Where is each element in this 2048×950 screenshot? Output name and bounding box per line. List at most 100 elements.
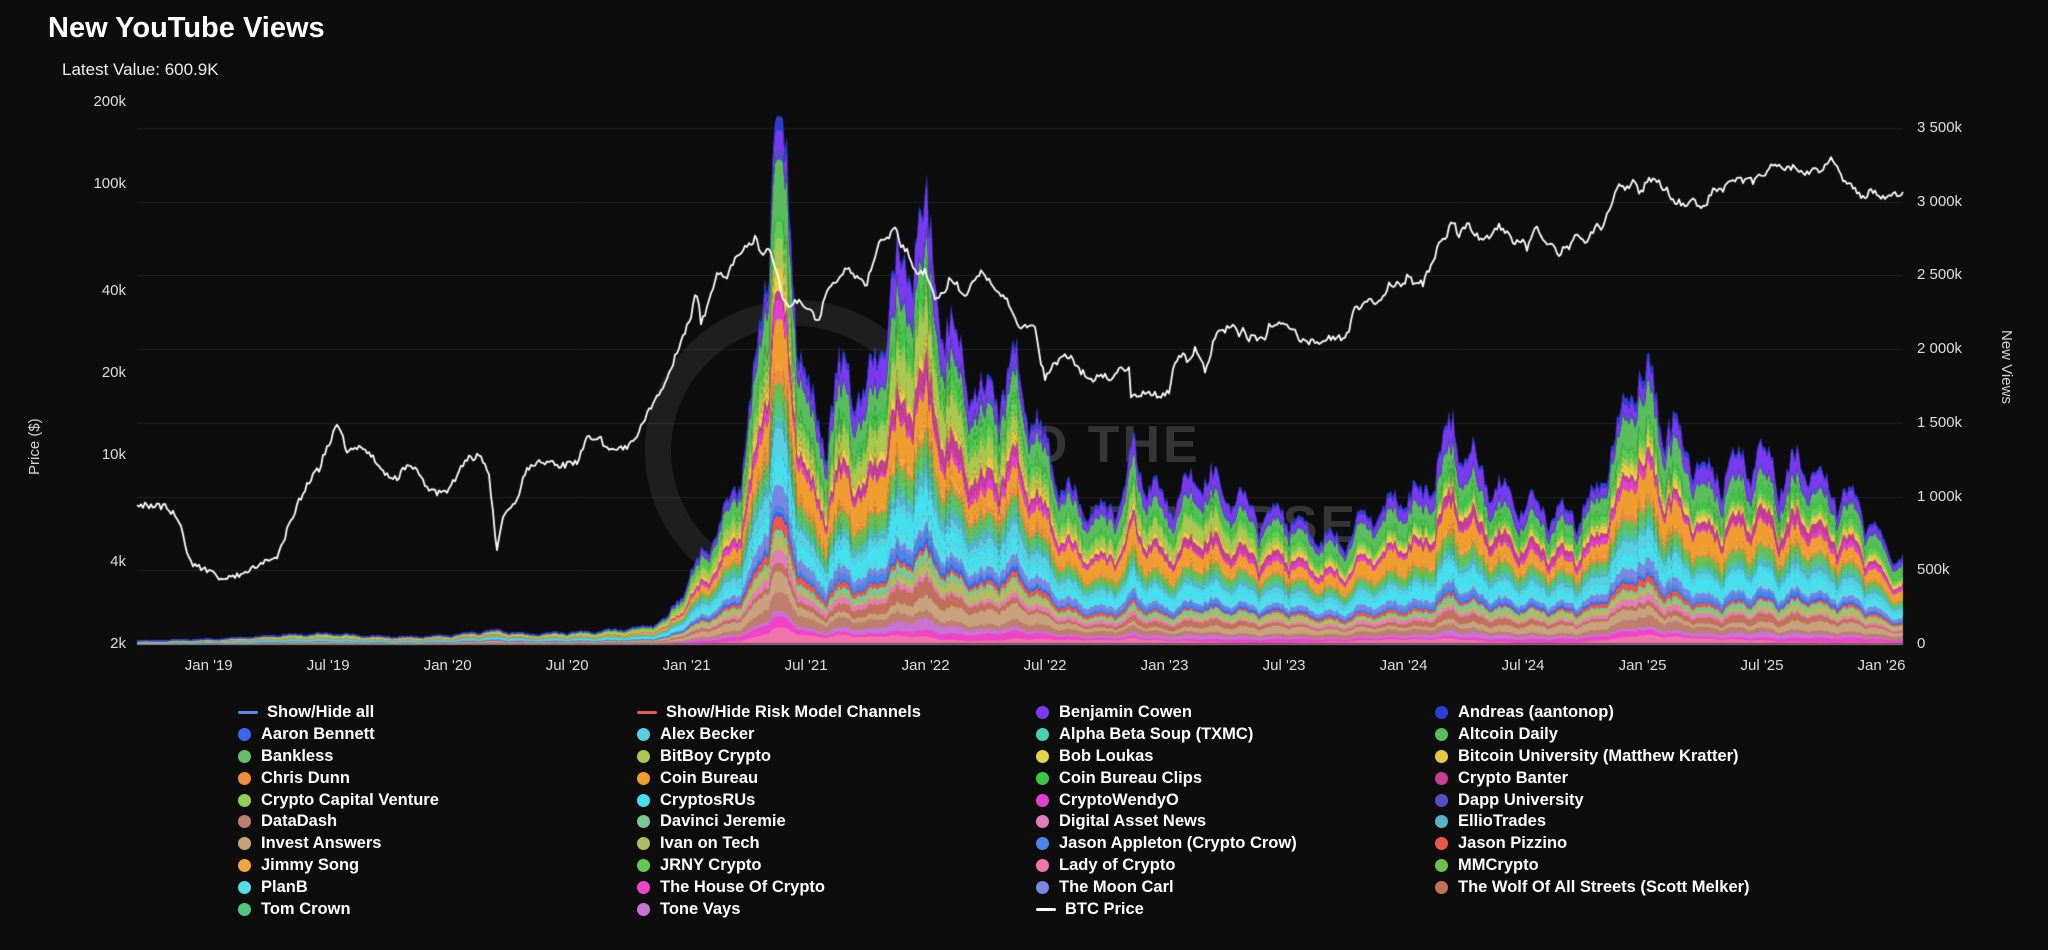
legend-item-label: Tom Crown [261, 899, 351, 918]
legend-item-bitboy-crypto[interactable]: BitBoy Crypto [637, 746, 1036, 768]
legend-item-show-hide-all[interactable]: Show/Hide all [238, 702, 637, 724]
y-axis-right-tick: 500k [1917, 561, 1950, 579]
x-axis-tick: Jul '23 [1262, 657, 1306, 674]
legend-item-benjamin-cowen[interactable]: Benjamin Cowen [1036, 702, 1435, 724]
x-axis-tick: Jul '25 [1740, 657, 1784, 674]
legend-item-jason-appleton-crypto-crow[interactable]: Jason Appleton (Crypto Crow) [1036, 833, 1435, 855]
legend-item-label: The House Of Crypto [660, 877, 826, 896]
legend-item-aaron-bennett[interactable]: Aaron Bennett [238, 724, 637, 746]
legend-item-label: The Wolf Of All Streets (Scott Melker) [1458, 877, 1750, 896]
legend-item-label: Bitcoin University (Matthew Kratter) [1458, 746, 1739, 765]
legend-item-bob-loukas[interactable]: Bob Loukas [1036, 746, 1435, 768]
legend-item-label: Bankless [261, 746, 334, 765]
legend-item-alpha-beta-soup-txmc[interactable]: Alpha Beta Soup (TXMC) [1036, 724, 1435, 746]
legend-item-label: Jason Pizzino [1458, 834, 1568, 853]
legend-dot-icon [1036, 880, 1049, 894]
legend-dot-icon [238, 837, 251, 851]
legend-item-cryptowendyo[interactable]: CryptoWendyO [1036, 789, 1435, 811]
legend-item-label: BitBoy Crypto [660, 746, 771, 765]
legend-item-label: Digital Asset News [1059, 812, 1207, 831]
legend-item-label: MMCrypto [1458, 855, 1539, 874]
legend-item-dapp-university[interactable]: Dapp University [1435, 789, 1750, 811]
legend-dot-icon [1435, 880, 1448, 894]
legend-item-label: Show/Hide all [267, 703, 375, 722]
legend-dot-icon [238, 902, 251, 916]
legend-item-label: Ivan on Tech [660, 834, 760, 853]
x-axis-tick: Jan '25 [1618, 657, 1667, 674]
legend-item-label: Andreas (aantonop) [1458, 703, 1614, 722]
y-axis-right-tick: 2 000k [1917, 340, 1963, 358]
legend-item-datadash[interactable]: DataDash [238, 811, 637, 833]
legend-item-label: Altcoin Daily [1458, 725, 1558, 744]
legend-item-coin-bureau-clips[interactable]: Coin Bureau Clips [1036, 767, 1435, 789]
legend-dot-icon [1435, 771, 1448, 785]
legend-item-cryptosrus[interactable]: CryptosRUs [637, 789, 1036, 811]
legend-item-bitcoin-university-matthew-kratter[interactable]: Bitcoin University (Matthew Kratter) [1435, 746, 1750, 768]
legend-item-bankless[interactable]: Bankless [238, 746, 637, 768]
legend-item-label: CryptoWendyO [1059, 790, 1179, 809]
legend-item-invest-answers[interactable]: Invest Answers [238, 833, 637, 855]
y-axis-right-tick: 2 500k [1917, 266, 1963, 284]
legend-dot-icon [1036, 749, 1049, 763]
legend-dot-icon [1036, 858, 1049, 872]
legend-item-ivan-on-tech[interactable]: Ivan on Tech [637, 833, 1036, 855]
legend-item-label: JRNY Crypto [660, 855, 762, 874]
legend-item-label: CryptosRUs [660, 790, 756, 809]
y-axis-left-tick: 2k [110, 635, 126, 652]
legend-item-digital-asset-news[interactable]: Digital Asset News [1036, 811, 1435, 833]
y-axis-left-tick: 100k [93, 174, 126, 192]
legend-dot-icon [238, 771, 251, 785]
legend-dot-icon [1036, 706, 1049, 720]
legend-dot-icon [1036, 728, 1049, 742]
legend-item-the-wolf-of-all-streets-scott-melker[interactable]: The Wolf Of All Streets (Scott Melker) [1435, 876, 1750, 898]
legend-line-icon [1036, 907, 1056, 911]
legend-item-lady-of-crypto[interactable]: Lady of Crypto [1036, 855, 1435, 877]
legend-item-mmcrypto[interactable]: MMCrypto [1435, 855, 1750, 877]
page-title: New YouTube Views [48, 12, 325, 44]
legend-item-label: Aaron Bennett [261, 725, 375, 744]
legend-item-jason-pizzino[interactable]: Jason Pizzino [1435, 833, 1750, 855]
legend-item-label: Davinci Jeremie [660, 812, 786, 831]
legend-dot-icon [1435, 793, 1448, 807]
legend-item-jrny-crypto[interactable]: JRNY Crypto [637, 855, 1036, 877]
legend-line-icon [637, 711, 657, 715]
legend-dot-icon [637, 793, 650, 807]
legend-dot-icon [1036, 815, 1049, 829]
legend-dot-icon [637, 771, 650, 785]
legend-item-the-moon-carl[interactable]: The Moon Carl [1036, 876, 1435, 898]
legend-column: Show/Hide Risk Model Channels Alex Becker… [637, 702, 1036, 920]
legend-item-elliotrades[interactable]: EllioTrades [1435, 811, 1750, 833]
legend-item-crypto-capital-venture[interactable]: Crypto Capital Venture [238, 789, 637, 811]
legend-item-chris-dunn[interactable]: Chris Dunn [238, 767, 637, 789]
x-axis-tick: Jan '21 [662, 657, 711, 674]
legend-item-crypto-banter[interactable]: Crypto Banter [1435, 767, 1750, 789]
legend-dot-icon [238, 858, 251, 872]
legend-item-btc-price[interactable]: BTC Price [1036, 898, 1435, 920]
legend-dot-icon [637, 880, 650, 894]
legend-column: Benjamin Cowen Alpha Beta Soup (TXMC) Bob … [1036, 702, 1435, 920]
legend-item-coin-bureau[interactable]: Coin Bureau [637, 767, 1036, 789]
legend-item-planb[interactable]: PlanB [238, 876, 637, 898]
legend-item-label: Chris Dunn [261, 768, 350, 787]
legend-item-label: Coin Bureau [660, 768, 759, 787]
legend-item-davinci-jeremie[interactable]: Davinci Jeremie [637, 811, 1036, 833]
legend-item-show-hide-risk-model-channels[interactable]: Show/Hide Risk Model Channels [637, 702, 1036, 724]
x-axis-tick: Jan '22 [901, 657, 950, 674]
x-axis-tick: Jul '22 [1023, 657, 1067, 674]
legend-item-alex-becker[interactable]: Alex Becker [637, 724, 1036, 746]
legend-dot-icon [1435, 837, 1448, 851]
legend-item-jimmy-song[interactable]: Jimmy Song [238, 855, 637, 877]
legend-dot-icon [637, 837, 650, 851]
legend-item-andreas-aantonop[interactable]: Andreas (aantonop) [1435, 702, 1750, 724]
legend-item-label: Invest Answers [261, 834, 382, 853]
legend-item-tom-crown[interactable]: Tom Crown [238, 898, 637, 920]
legend-item-tone-vays[interactable]: Tone Vays [637, 898, 1036, 920]
legend-dot-icon [637, 728, 650, 742]
legend-dot-icon [1036, 837, 1049, 851]
legend-column: Show/Hide all Aaron Bennett Bankless Chris … [238, 702, 637, 920]
x-axis-tick: Jul '19 [306, 657, 350, 674]
legend-item-altcoin-daily[interactable]: Altcoin Daily [1435, 724, 1750, 746]
legend-item-the-house-of-crypto[interactable]: The House Of Crypto [637, 876, 1036, 898]
legend-dot-icon [238, 815, 251, 829]
